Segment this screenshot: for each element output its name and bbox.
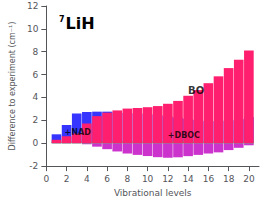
svg-text:10: 10 — [27, 24, 39, 34]
svg-text:0: 0 — [33, 138, 39, 148]
svg-text:+NAD: +NAD — [65, 128, 92, 137]
svg-text:+DBOC: +DBOC — [168, 131, 200, 140]
svg-text:8: 8 — [33, 47, 39, 57]
svg-text:BO: BO — [188, 85, 204, 96]
svg-text:6: 6 — [104, 174, 110, 184]
svg-text:20: 20 — [243, 174, 255, 184]
svg-text:12: 12 — [162, 174, 173, 184]
svg-text:LiH: LiH — [66, 14, 95, 33]
svg-text:Vibrational levels: Vibrational levels — [114, 188, 192, 198]
svg-text:0: 0 — [43, 174, 49, 184]
svg-text:-2: -2 — [29, 161, 38, 171]
svg-text:8: 8 — [124, 174, 130, 184]
svg-text:Difference to experiment (cm⁻¹: Difference to experiment (cm⁻¹) — [8, 22, 17, 151]
svg-text:14: 14 — [182, 174, 194, 184]
svg-text:18: 18 — [223, 174, 235, 184]
svg-text:2: 2 — [33, 115, 39, 125]
svg-text:4: 4 — [33, 92, 39, 102]
svg-text:4: 4 — [84, 174, 90, 184]
svg-text:6: 6 — [33, 70, 39, 80]
svg-text:10: 10 — [142, 174, 154, 184]
svg-text:16: 16 — [203, 174, 215, 184]
svg-text:7: 7 — [59, 15, 65, 24]
svg-text:12: 12 — [27, 1, 38, 11]
svg-text:2: 2 — [64, 174, 70, 184]
